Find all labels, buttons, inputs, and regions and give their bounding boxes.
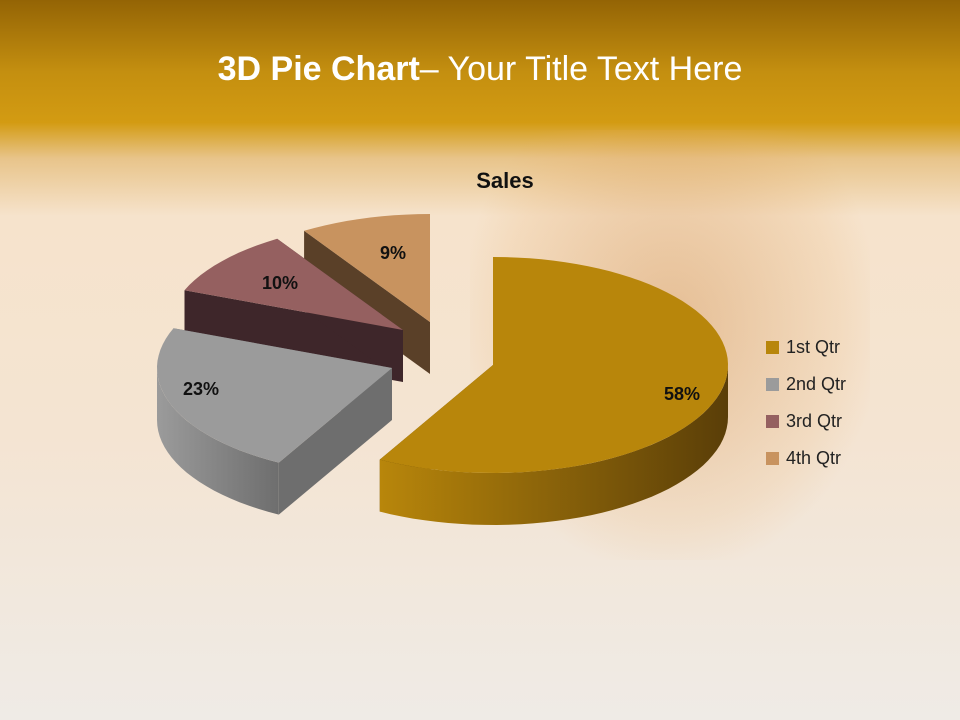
legend-label: 1st Qtr [786, 337, 840, 357]
legend-label: 2nd Qtr [786, 374, 846, 394]
data-label-3: 10% [262, 273, 298, 293]
legend-swatch [766, 415, 779, 428]
chart-title: Sales [476, 168, 534, 193]
title-bold: 3D Pie Chart [217, 50, 420, 88]
legend-item-4: 4th Qtr [766, 448, 841, 468]
legend-label: 3rd Qtr [786, 411, 842, 431]
title-rest: – Your Title Text Here [419, 50, 743, 88]
data-label-2: 23% [183, 379, 219, 399]
legend-item-3: 3rd Qtr [766, 411, 842, 431]
data-label-4: 9% [380, 243, 406, 263]
legend-item-2: 2nd Qtr [766, 374, 846, 394]
pie-slice-1 [379, 257, 728, 525]
slice-top [157, 328, 392, 463]
legend-label: 4th Qtr [786, 448, 841, 468]
pie-slice-2 [157, 328, 392, 515]
legend-swatch [766, 378, 779, 391]
slide-title: 3D Pie Chart– Your Title Text Here [0, 50, 960, 89]
slice-top [184, 238, 403, 330]
slice-radial-face [184, 290, 403, 382]
legend-swatch [766, 341, 779, 354]
pie-slice-3 [184, 238, 403, 382]
data-label-1: 58% [664, 384, 700, 404]
slice-top [379, 257, 728, 473]
legend-swatch [766, 452, 779, 465]
slice-outer-side [379, 365, 728, 525]
slice-outer-side [157, 368, 279, 515]
slice-top [304, 214, 430, 322]
legend-item-1: 1st Qtr [766, 337, 840, 357]
